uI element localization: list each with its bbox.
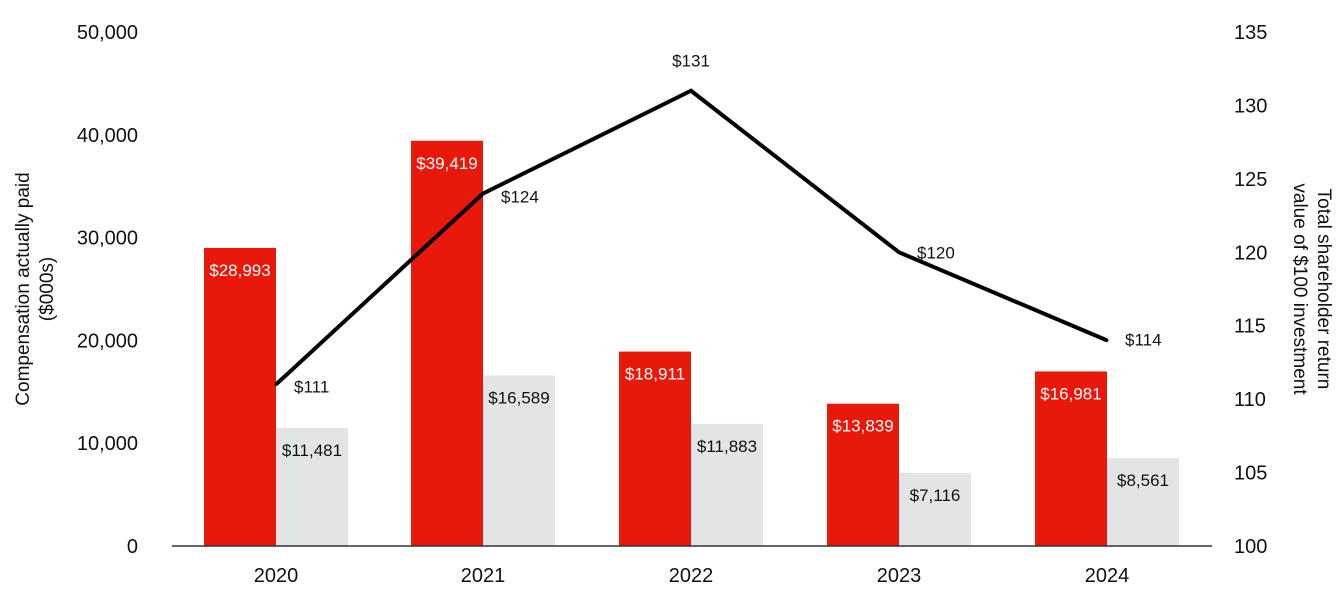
bar-label-series1-2021: $39,419	[416, 154, 477, 173]
bar-series1-2021	[411, 140, 483, 546]
bar-label-series1-2022: $18,911	[625, 365, 685, 384]
bar-label-series1-2023: $13,839	[832, 417, 893, 436]
bar-label-series2-2021: $16,589	[488, 388, 549, 407]
y-right-tick-135: 135	[1234, 22, 1267, 44]
bar-label-series2-2020: $11,481	[282, 441, 342, 460]
bar-label-series2-2024: $8,561	[1117, 471, 1169, 490]
bar-series2-2024	[1107, 457, 1179, 546]
tsr-label-2020: $111	[294, 377, 329, 396]
y-right-tick-120: 120	[1234, 242, 1267, 264]
y-left-tick-20000: 20,000	[77, 330, 138, 352]
y-right-tick-110: 110	[1234, 389, 1266, 411]
y-left-title-line1: Compensation actually paid	[13, 172, 34, 405]
tsr-point-2021	[481, 192, 485, 196]
y-right-title-line1: Total shareholder return	[1313, 189, 1334, 390]
tsr-point-2023	[897, 250, 901, 254]
x-tick-label-2023: 2023	[877, 565, 922, 587]
y-right-title-line2: value of $100 investment	[1289, 183, 1310, 395]
bar-series2-2022	[691, 423, 763, 546]
tsr-point-2020	[274, 382, 278, 386]
bar-series2-2021	[483, 375, 555, 546]
bar-series1-2024	[1035, 371, 1107, 546]
x-tick-label-2022: 2022	[669, 565, 714, 587]
y-left-tick-30000: 30,000	[77, 228, 138, 250]
x-tick-label-2020: 2020	[254, 565, 299, 587]
x-tick-label-2024: 2024	[1085, 565, 1130, 587]
bar-series1-2020	[204, 247, 276, 546]
bar-label-series1-2024: $16,981	[1040, 384, 1101, 403]
y-right-tick-130: 130	[1234, 95, 1267, 117]
y-left-tick-10000: 10,000	[77, 433, 138, 455]
y-left-tick-40000: 40,000	[77, 125, 138, 147]
y-left-tick-50000: 50,000	[77, 22, 138, 44]
tsr-label-2021: $124	[501, 188, 539, 207]
bar-series1-2023	[827, 403, 899, 546]
y-left-title-line2: ($000s)	[37, 257, 58, 321]
bar-series1-2022	[619, 351, 691, 546]
bar-label-series1-2020: $28,993	[209, 261, 270, 280]
y-right-tick-115: 115	[1234, 316, 1266, 338]
y-right-tick-105: 105	[1234, 463, 1267, 485]
x-tick-label-2021: 2021	[461, 565, 506, 587]
y-right-tick-125: 125	[1234, 169, 1267, 191]
tsr-point-2022	[689, 89, 693, 93]
bar-series2-2023	[899, 472, 971, 546]
bar-series2-2020	[276, 427, 348, 546]
tsr-label-2024: $114	[1125, 330, 1162, 349]
tsr-line	[274, 88, 1108, 386]
y-right-tick-100: 100	[1234, 536, 1267, 558]
bar-label-series2-2023: $7,116	[910, 486, 961, 505]
bar-label-series2-2022: $11,883	[697, 437, 757, 456]
y-left-tick-0: 0	[127, 536, 138, 558]
tsr-label-2023: $120	[917, 243, 955, 262]
tsr-label-2022: $131	[672, 52, 710, 71]
tsr-point-2024	[1105, 338, 1109, 342]
